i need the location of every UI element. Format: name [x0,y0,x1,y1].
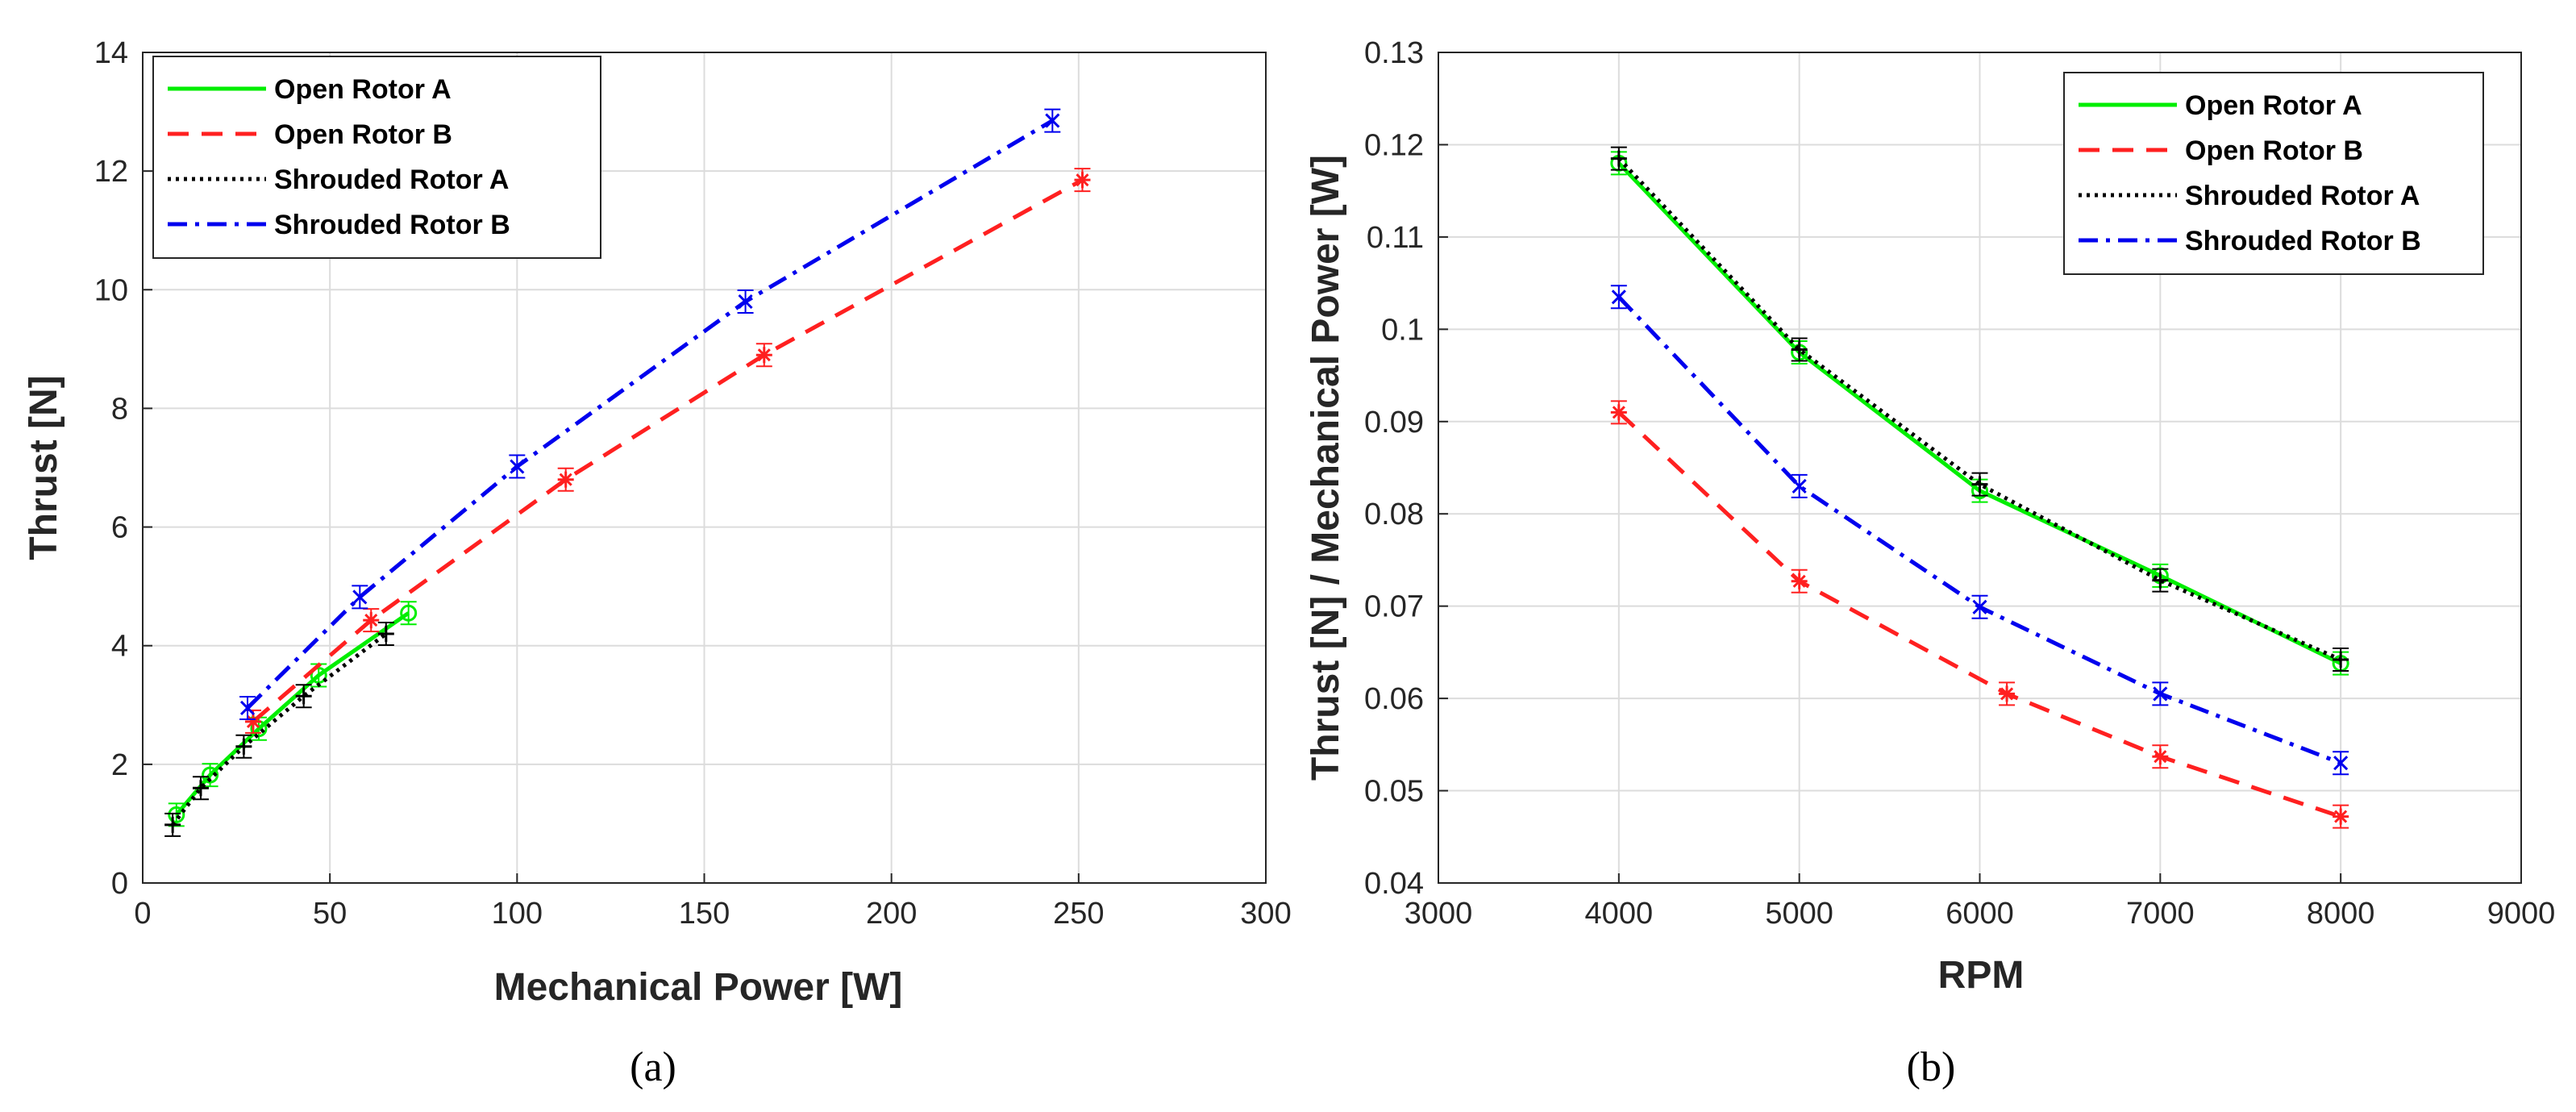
panel-b-data-point-shrouded-rotor-a [1791,337,1808,362]
panel-b-data-point-shrouded-rotor-a [2152,568,2169,593]
panel-a-data-point-shrouded-rotor-a [295,684,312,709]
panel-a-x-tick-label: 100 [492,897,543,931]
panel-a-series-line-open-rotor-b [252,177,1084,723]
panel-a-x-tick-label: 300 [1240,897,1291,931]
panel-a-ticks: 0 50 100 150 200 250 300 0 2 4 6 8 10 12 14 [94,36,1292,931]
panel-a-y-axis-label: Thrust [N] [23,375,65,560]
panel-a-y-tick-label: 12 [94,155,128,189]
panel-a-data-point-open-rotor-b [1074,168,1091,193]
panel-a-y-tick-label: 4 [111,630,128,664]
panel-b-data-point-shrouded-rotor-b [2333,751,2349,776]
panel-a-data-point-shrouded-rotor-a [235,734,252,759]
panel-a-data-point-shrouded-rotor-b [509,454,526,479]
panel-a-data-point-shrouded-rotor-b [352,585,368,610]
panel-a-data-point-open-rotor-a [400,601,418,626]
panel-b-efficiency-vs-rpm: 3000 4000 5000 6000 7000 8000 9000 0.04 0.05 0.06… [1305,36,2555,1090]
panel-b-y-tick-label: 0.12 [1364,128,1424,162]
panel-b-data-point-shrouded-rotor-a [2333,648,2349,673]
panel-b-data-point-open-rotor-b [1999,681,2016,706]
panel-b-y-tick-label: 0.07 [1364,590,1424,624]
panel-b-legend-label: Shrouded Rotor B [2185,226,2421,256]
panel-a-x-tick-label: 0 [134,897,151,931]
panel-a-thrust-vs-power: 0 50 100 150 200 250 300 0 2 4 6 8 10 12 14 Mechanical… [23,36,1292,1090]
panel-b-legend-label: Open Rotor A [2185,90,2362,121]
panel-b-legend-label: Shrouded Rotor A [2185,181,2420,211]
panel-a-legend-label: Open Rotor B [274,119,452,150]
panel-a-y-tick-label: 2 [111,748,128,782]
panel-a-legend-label: Shrouded Rotor A [274,165,510,195]
panel-a-x-tick-label: 50 [313,897,347,931]
panel-a-x-tick-label: 200 [866,897,917,931]
panel-b-y-axis-label: Thrust [N] / Mechanical Power [W] [1305,155,1347,781]
panel-b-y-tick-label: 0.05 [1364,775,1424,809]
panel-b-y-tick-label: 0.13 [1364,36,1424,70]
panel-b-legend-label: Open Rotor B [2185,135,2363,166]
panel-b-x-tick-label: 9000 [2487,897,2556,931]
panel-b-ticks: 3000 4000 5000 6000 7000 8000 9000 0.04 0.05 0.06… [1364,36,2555,931]
panel-a-y-tick-label: 10 [94,273,128,307]
panel-b-data-point-shrouded-rotor-b [1791,473,1808,498]
panel-a-y-tick-label: 6 [111,511,128,545]
panel-a-series [164,108,1091,837]
panel-b-x-tick-label: 8000 [2307,897,2375,931]
panel-a-data-point-shrouded-rotor-b [239,695,256,720]
panel-b-y-tick-label: 0.08 [1364,498,1424,531]
panel-b-x-tick-label: 5000 [1765,897,1833,931]
panel-b-legend: Open Rotor A Open Rotor B Shrouded Rotor A… [2063,72,2484,275]
panel-b-y-tick-label: 0.06 [1364,682,1424,716]
panel-a-data-point-open-rotor-b [755,343,772,368]
panel-b-data-point-open-rotor-b [1610,400,1627,425]
panel-a-x-axis-label: Mechanical Power [W] [494,966,903,1009]
panel-b-data-point-shrouded-rotor-a [1610,146,1627,171]
panel-a-data-point-shrouded-rotor-b [1044,108,1061,133]
panel-a-y-tick-label: 8 [111,392,128,426]
panel-b-data-point-shrouded-rotor-a [1971,472,1988,497]
panel-b-y-tick-label: 0.04 [1364,867,1424,901]
panel-a-data-point-shrouded-rotor-b [737,289,754,314]
panel-a-y-tick-label: 14 [94,36,128,70]
panel-b-data-point-shrouded-rotor-b [1971,594,1988,619]
panel-a-y-tick-label: 0 [111,867,128,901]
panel-a-caption: (a) [630,1044,676,1090]
panel-a-legend-label: Open Rotor A [274,74,452,105]
panel-a-x-tick-label: 150 [679,897,730,931]
panel-a-legend-label: Shrouded Rotor B [274,210,510,240]
panel-b-series [1610,146,2349,829]
panel-b-x-tick-label: 7000 [2126,897,2195,931]
panel-b-data-point-shrouded-rotor-b [2152,681,2169,706]
panel-b-data-point-shrouded-rotor-b [1610,285,1627,310]
panel-b-y-tick-label: 0.09 [1364,406,1424,439]
panel-b-data-point-open-rotor-b [2152,744,2169,769]
panel-b-x-tick-label: 6000 [1946,897,2014,931]
panel-b-y-tick-label: 0.1 [1381,313,1424,347]
panel-b-y-tick-label: 0.11 [1367,221,1424,255]
panel-b-x-tick-label: 3000 [1405,897,1473,931]
panel-b-data-point-open-rotor-b [2333,804,2349,829]
panel-b-x-tick-label: 4000 [1585,897,1654,931]
panel-a-x-tick-label: 250 [1053,897,1104,931]
panel-b-series-line-shrouded-rotor-a [1617,156,2342,662]
panel-a-data-point-shrouded-rotor-a [377,622,394,646]
panel-a-data-point-shrouded-rotor-a [192,776,209,801]
panel-b-caption: (b) [1907,1044,1956,1090]
panel-a-data-point-shrouded-rotor-a [164,812,181,837]
panel-b-x-axis-label: RPM [1938,954,2025,997]
panel-b-data-point-open-rotor-b [1791,568,1808,593]
panel-a-legend: Open Rotor A Open Rotor B Shrouded Rotor A… [152,56,601,259]
panel-a-data-point-open-rotor-b [557,467,574,492]
